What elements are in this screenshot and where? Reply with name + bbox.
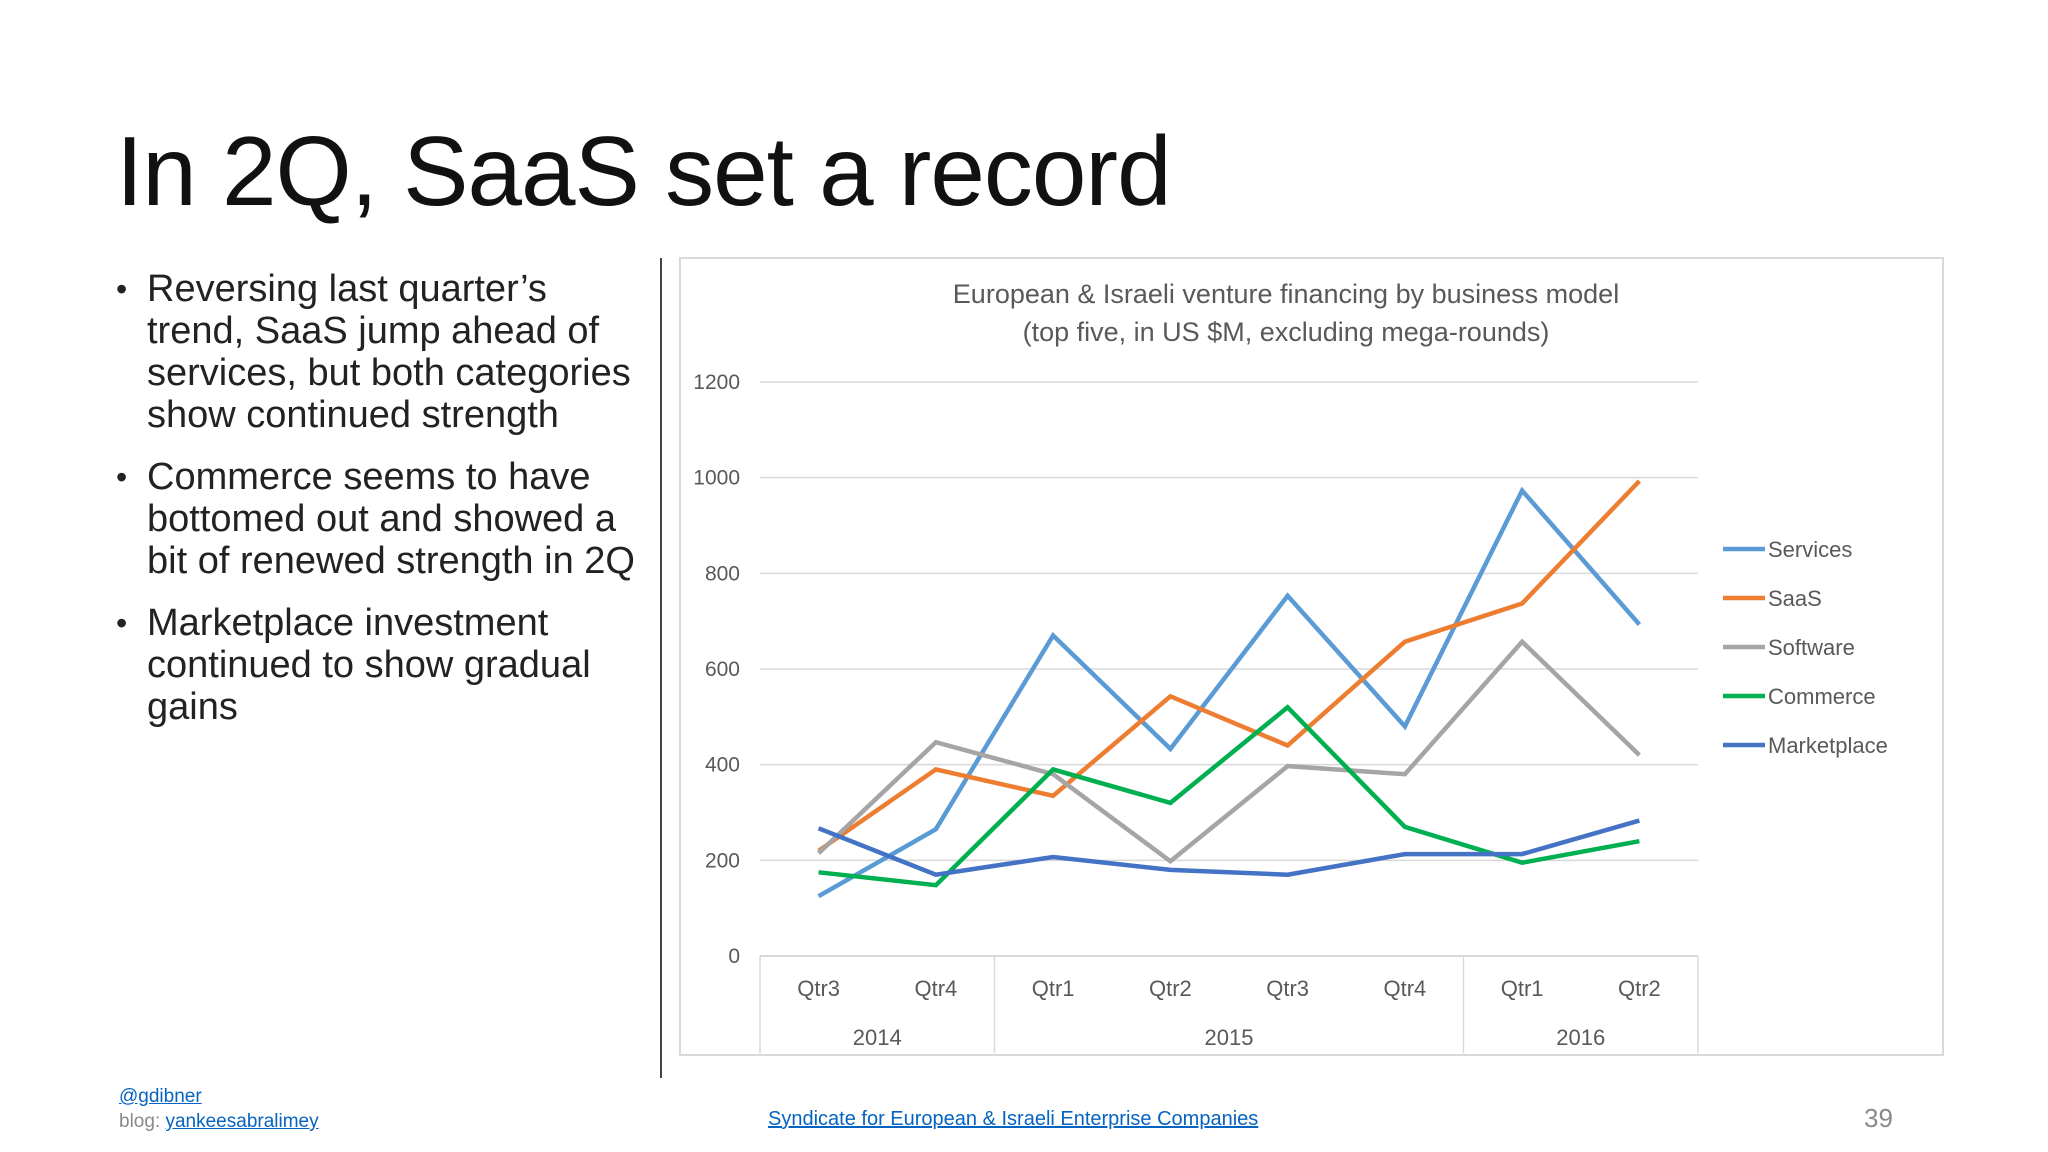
bullet-text: Reversing last quarter’s trend, SaaS jum… bbox=[147, 268, 631, 436]
bullet-item: • Marketplace investment continued to sho… bbox=[110, 602, 650, 728]
slide-title: In 2Q, SaaS set a record bbox=[116, 116, 1172, 226]
line-chart: European & Israeli venture financing by … bbox=[693, 279, 1888, 1053]
year-label: 2015 bbox=[1205, 1025, 1254, 1050]
x-tick-label: Qtr4 bbox=[1383, 976, 1426, 1001]
y-tick-label: 200 bbox=[705, 849, 740, 872]
chart-frame: European & Israeli venture financing by … bbox=[679, 257, 1944, 1056]
bullet-text: Marketplace investment continued to show… bbox=[147, 602, 591, 728]
x-tick-label: Qtr3 bbox=[1266, 976, 1309, 1001]
series-line-software bbox=[817, 638, 1641, 865]
vertical-divider bbox=[660, 258, 662, 1078]
legend-label: Services bbox=[1768, 537, 1852, 562]
bullet-glyph: • bbox=[116, 605, 128, 641]
y-tick-label: 600 bbox=[705, 658, 740, 681]
series-line-marketplace bbox=[817, 818, 1641, 878]
legend-label: Commerce bbox=[1768, 684, 1876, 709]
series-line-services bbox=[817, 486, 1642, 899]
blog-prefix: blog: bbox=[119, 1111, 161, 1132]
page-number: 39 bbox=[1864, 1103, 1893, 1133]
chart-subtitle: (top five, in US $M, excluding mega-roun… bbox=[1023, 317, 1550, 347]
y-tick-label: 400 bbox=[705, 754, 740, 777]
bullet-glyph: • bbox=[116, 459, 128, 495]
x-tick-label: Qtr1 bbox=[1032, 976, 1075, 1001]
series-line-commerce bbox=[818, 704, 1640, 888]
y-tick-label: 1000 bbox=[693, 467, 740, 490]
bullet-glyph: • bbox=[116, 271, 128, 307]
bullet-item: • Reversing last quarter’s trend, SaaS ju… bbox=[110, 268, 650, 436]
y-tick-label: 1200 bbox=[693, 371, 740, 394]
x-tick-label: Qtr3 bbox=[797, 976, 840, 1001]
x-tick-label: Qtr4 bbox=[914, 976, 957, 1001]
footer-source: Syndicate for European & Israeli Enterpr… bbox=[768, 1108, 1258, 1131]
bullet-list: • Reversing last quarter’s trend, SaaS ju… bbox=[110, 268, 650, 748]
year-label: 2014 bbox=[853, 1025, 902, 1050]
legend-label: Software bbox=[1768, 635, 1855, 660]
x-tick-label: Qtr2 bbox=[1149, 976, 1192, 1001]
series-line-saas bbox=[817, 479, 1642, 853]
x-tick-label: Qtr2 bbox=[1618, 976, 1661, 1001]
year-label: 2016 bbox=[1556, 1025, 1605, 1050]
twitter-handle-link[interactable]: @gdibner bbox=[119, 1086, 202, 1107]
bullet-text: Commerce seems to have bottomed out and … bbox=[147, 456, 635, 582]
y-tick-label: 800 bbox=[705, 562, 740, 585]
blog-link[interactable]: yankeesabralimey bbox=[165, 1111, 319, 1132]
legend-label: SaaS bbox=[1768, 586, 1822, 611]
bullet-item: • Commerce seems to have bottomed out and… bbox=[110, 456, 650, 582]
footer-credits: @gdibner blog: yankeesabralimey bbox=[119, 1084, 319, 1134]
source-link[interactable]: Syndicate for European & Israeli Enterpr… bbox=[768, 1108, 1259, 1130]
legend-label: Marketplace bbox=[1768, 733, 1888, 758]
x-tick-label: Qtr1 bbox=[1501, 976, 1544, 1001]
chart-title: European & Israeli venture financing by … bbox=[953, 279, 1619, 309]
y-tick-label: 0 bbox=[728, 945, 740, 968]
